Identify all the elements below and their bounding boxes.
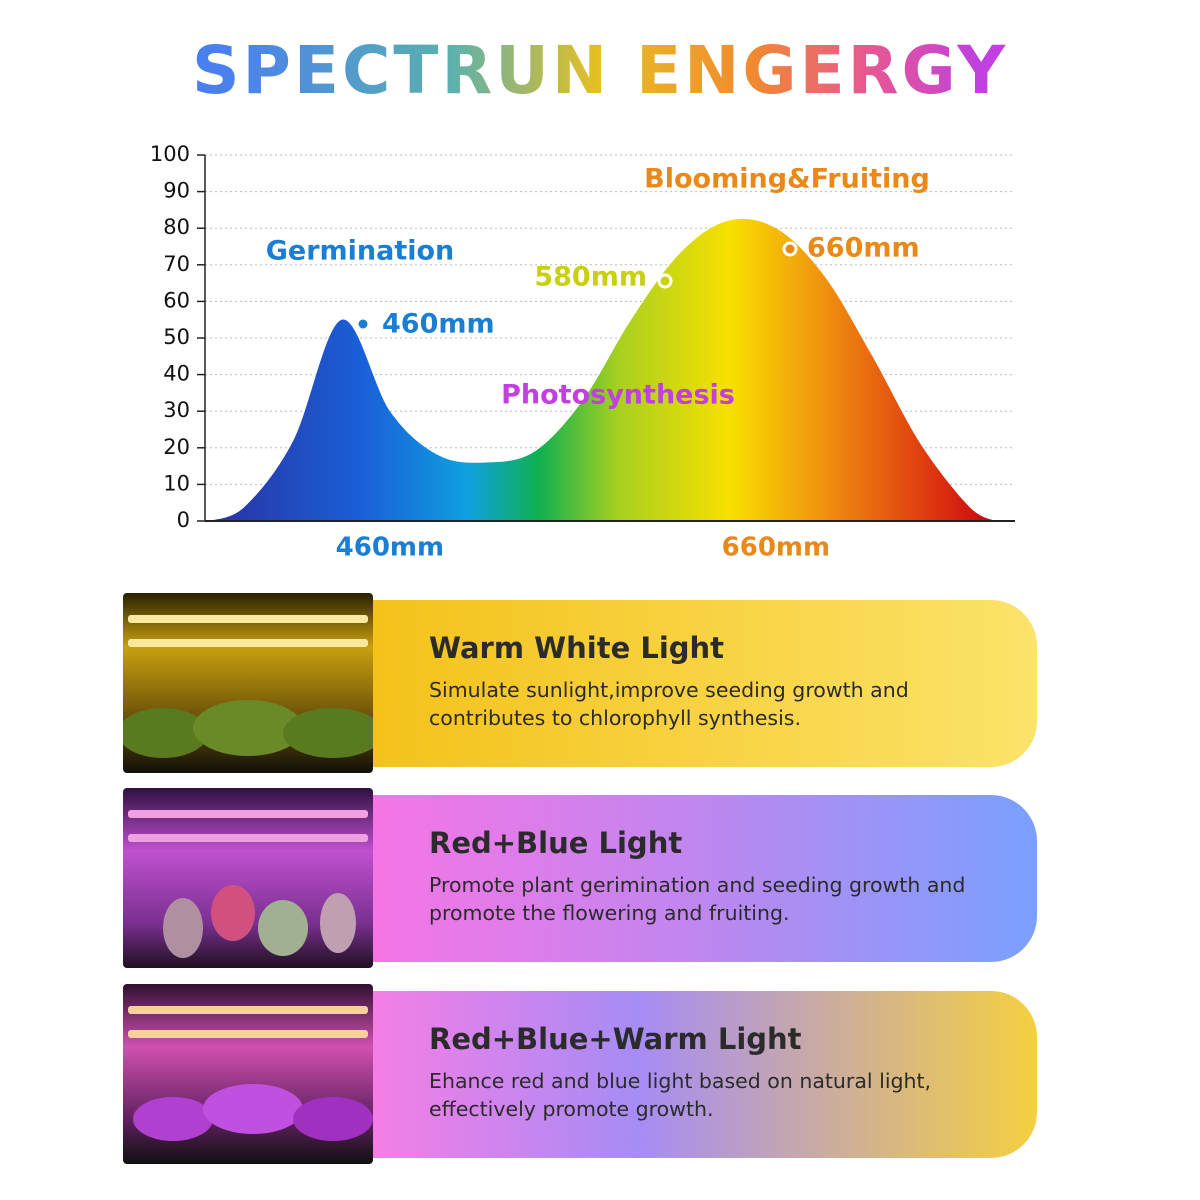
x-tick-label: 660mm: [722, 533, 830, 563]
y-tick-label: 10: [163, 471, 190, 495]
page-title: SPECTRUN ENGERGY: [192, 32, 1008, 109]
photo: [123, 593, 373, 773]
panel-text: Ehance red and blue light based on natur…: [429, 1069, 932, 1121]
annotation: Photosynthesis: [501, 380, 735, 411]
marker-dot: [782, 241, 798, 257]
panel-bg: [372, 600, 1037, 767]
photo: [123, 984, 373, 1164]
panel-title: Warm White Light: [429, 631, 725, 665]
chart: SPECTRUN ENGERGY 0 10 20 30 40 50 60 70 80 90 100 4…: [150, 32, 1015, 563]
panel-title: Red+Blue+Warm Light: [429, 1022, 802, 1056]
photo: [123, 788, 373, 968]
panel: Warm White Light Simulate sunlight,impro…: [123, 593, 1037, 773]
y-tick-label: 60: [163, 288, 190, 312]
panel: Red+Blue Light Promote plant geriminatio…: [123, 788, 1037, 968]
y-tick-label: 70: [163, 252, 190, 276]
panel-bg: [372, 795, 1037, 962]
panel: Red+Blue+Warm Light Ehance red and blue …: [123, 984, 1037, 1164]
y-tick-label: 20: [163, 435, 190, 459]
panel-text: Promote plant gerimination and seeding g…: [429, 873, 966, 925]
annotation: 660mm: [807, 233, 920, 264]
marker-dot: [657, 273, 673, 289]
y-tick-label: 30: [163, 398, 190, 422]
marker-dot: [355, 316, 371, 332]
y-tick-label: 100: [150, 142, 190, 166]
annotation: 580mm: [534, 262, 647, 293]
panel-text: Simulate sunlight,improve seeding growth…: [429, 678, 909, 730]
y-tick-label: 0: [177, 508, 190, 532]
annotation: Germination: [266, 236, 455, 267]
y-tick-label: 80: [163, 215, 190, 239]
plot: 0 10 20 30 40 50 60 70 80 90 100 460mm 660mm Germinat…: [150, 142, 1015, 563]
x-tick-label: 460mm: [336, 533, 444, 563]
y-tick-label: 50: [163, 325, 190, 349]
y-tick-label: 40: [163, 362, 190, 386]
y-tick-label: 90: [163, 179, 190, 203]
spectrum-area: [210, 218, 995, 521]
annotation: 460mm: [382, 309, 495, 340]
panel-bg: [372, 991, 1037, 1158]
annotation: Blooming&Fruiting: [644, 164, 930, 195]
panel-title: Red+Blue Light: [429, 826, 683, 860]
